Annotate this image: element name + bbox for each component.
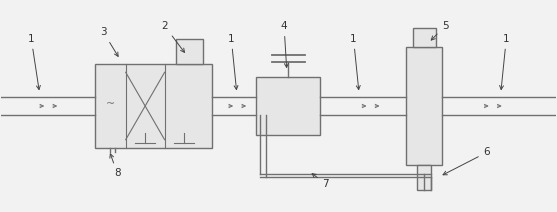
Text: 8: 8	[110, 154, 121, 178]
Bar	[417, 165, 431, 190]
Text: 6: 6	[443, 147, 490, 175]
Bar	[413, 28, 436, 47]
Text: 1: 1	[28, 34, 40, 89]
Bar	[95, 64, 212, 148]
Text: 1: 1	[500, 34, 510, 89]
Text: 3: 3	[100, 27, 118, 56]
Text: 1: 1	[350, 34, 360, 89]
Text: ~: ~	[105, 99, 115, 109]
Text: 2: 2	[162, 21, 184, 52]
Text: 1: 1	[228, 34, 238, 89]
Bar	[406, 47, 442, 165]
Bar	[175, 39, 203, 64]
Text: 7: 7	[312, 174, 329, 189]
Bar	[256, 77, 320, 135]
Text: 4: 4	[281, 21, 289, 67]
Text: 5: 5	[431, 21, 448, 40]
